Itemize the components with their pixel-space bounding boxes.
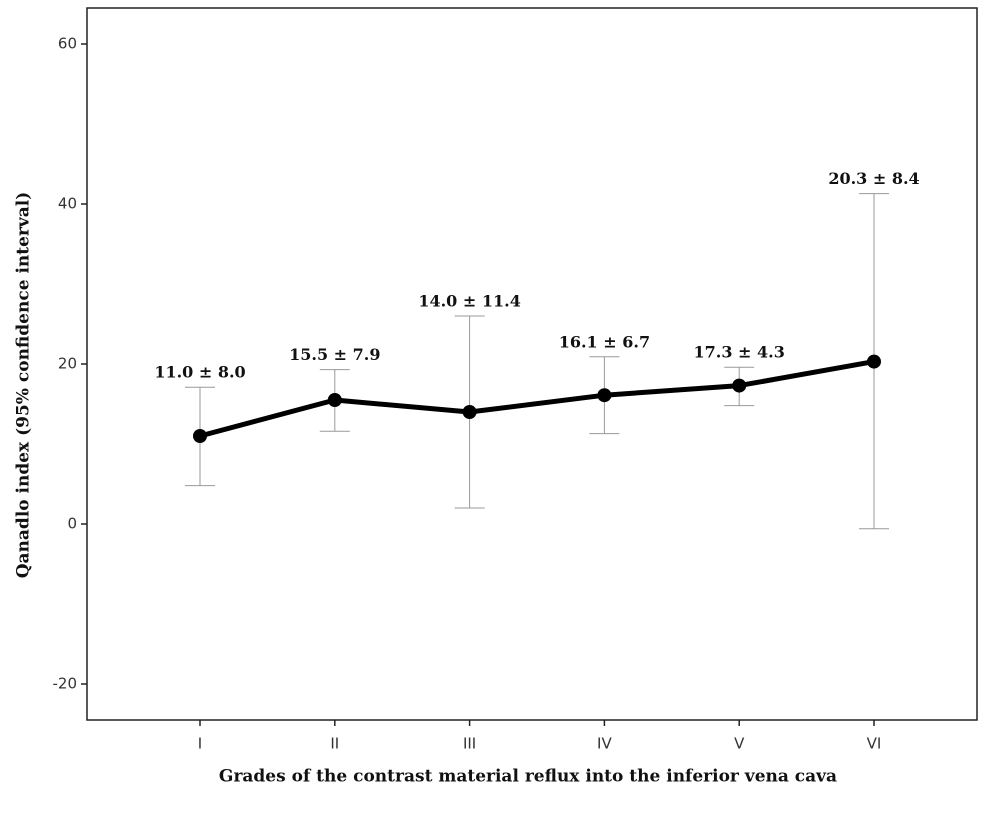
x-tick-label: I bbox=[198, 735, 202, 753]
x-tick-label: V bbox=[734, 735, 745, 753]
value-label: 15.5 ± 7.9 bbox=[289, 345, 380, 364]
value-label: 14.0 ± 11.4 bbox=[418, 292, 520, 311]
y-axis-label: Qanadlo index (95% confidence interval) bbox=[14, 192, 34, 579]
value-label: 17.3 ± 4.3 bbox=[694, 343, 785, 362]
point bbox=[597, 388, 612, 403]
point bbox=[732, 378, 747, 393]
point bbox=[867, 354, 881, 369]
x-axis-label: Grades of the contrast material reflux i… bbox=[219, 767, 837, 787]
point bbox=[193, 429, 207, 443]
line bbox=[199, 359, 875, 439]
point bbox=[327, 393, 342, 407]
x-tick-label: IV bbox=[597, 735, 612, 753]
y-tick-label: 20 bbox=[58, 355, 77, 373]
x-tick-label: II bbox=[330, 735, 339, 753]
y-tick-label: -20 bbox=[53, 675, 78, 693]
y-tick-label: 0 bbox=[67, 515, 77, 533]
y-tick-label: 60 bbox=[58, 35, 77, 53]
value-label: 11.0 ± 8.0 bbox=[154, 363, 245, 382]
x-tick-label: III bbox=[463, 735, 476, 753]
value-label: 20.3 ± 8.4 bbox=[828, 169, 919, 188]
y-tick-label: 40 bbox=[58, 195, 77, 213]
value-label: 16.1 ± 6.7 bbox=[559, 332, 650, 351]
x-tick-label: VI bbox=[867, 735, 882, 753]
point bbox=[462, 405, 477, 419]
